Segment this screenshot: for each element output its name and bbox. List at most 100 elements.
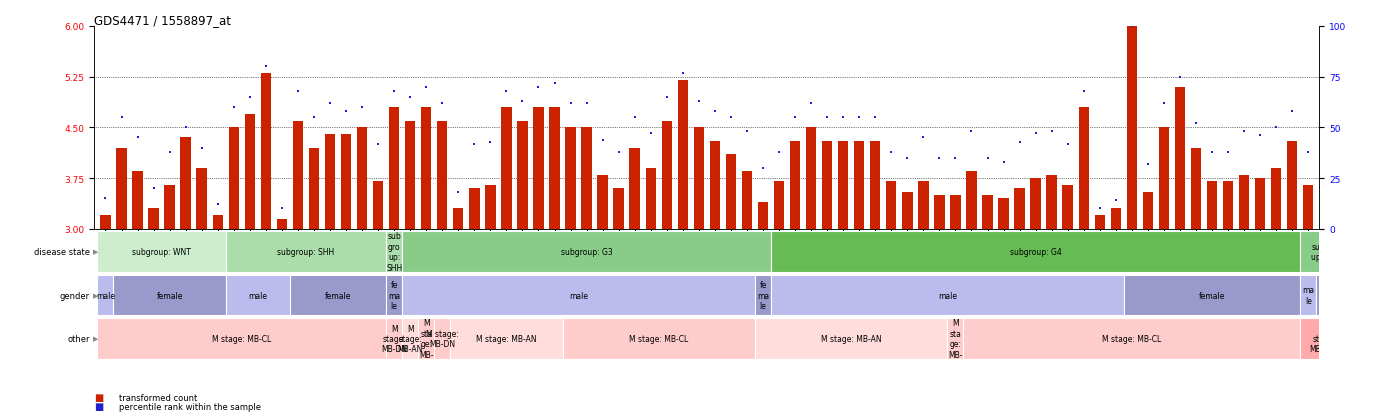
Bar [1239,175,1249,229]
Bar [693,128,704,229]
Text: M stage: MB-CL: M stage: MB-CL [629,334,689,343]
Text: percentile rank within the sample: percentile rank within the sample [119,402,261,411]
FancyBboxPatch shape [755,275,771,316]
Bar [870,142,880,229]
Bar [1159,128,1170,229]
Bar [1288,142,1297,229]
Bar [373,182,384,229]
FancyBboxPatch shape [1300,318,1349,359]
Text: M
sta
ge:
MB-: M sta ge: MB- [419,318,434,359]
Bar [405,121,416,229]
Bar [934,195,945,229]
FancyBboxPatch shape [450,318,563,359]
Text: male: male [96,291,115,300]
FancyBboxPatch shape [402,232,771,272]
Bar [1207,182,1217,229]
Bar [822,142,833,229]
Bar [100,216,111,229]
FancyBboxPatch shape [1300,232,1349,272]
Bar [839,142,848,229]
FancyBboxPatch shape [97,232,226,272]
Bar [742,172,753,229]
Bar [1175,88,1185,229]
Bar [1030,179,1041,229]
Text: subgro
up: NA: subgro up: NA [1311,242,1337,261]
Bar [629,148,640,229]
Text: subgroup: G4: subgroup: G4 [1010,247,1062,256]
Bar [983,195,992,229]
Bar [277,219,287,229]
Text: ■: ■ [94,392,104,402]
Bar [437,121,448,229]
Text: ma
le: ma le [1303,286,1314,305]
Bar [389,108,399,229]
Bar [1271,169,1282,229]
Bar [309,148,319,229]
FancyBboxPatch shape [97,318,387,359]
FancyBboxPatch shape [387,318,402,359]
Bar [565,128,575,229]
Bar [854,142,865,229]
Bar [1303,185,1314,229]
Bar [1110,209,1121,229]
Bar [324,135,335,229]
Bar [966,172,977,229]
Text: ▶: ▶ [93,336,98,342]
Bar [597,175,608,229]
Bar [517,121,528,229]
Bar [790,142,800,229]
Bar [661,121,672,229]
FancyBboxPatch shape [771,275,1124,316]
Bar [1078,108,1089,229]
Text: disease state: disease state [35,247,90,256]
FancyBboxPatch shape [1300,275,1317,316]
Bar [773,182,784,229]
Text: GDS4471 / 1558897_at: GDS4471 / 1558897_at [94,14,231,27]
Bar [132,172,143,229]
Text: female: female [324,291,351,300]
Bar [116,148,126,229]
Text: subgroup: SHH: subgroup: SHH [277,247,334,256]
Text: male: male [248,291,267,300]
Bar [1142,192,1153,229]
Text: ■: ■ [94,401,104,411]
FancyBboxPatch shape [755,318,948,359]
Bar [292,121,304,229]
Bar [581,128,592,229]
FancyBboxPatch shape [419,318,434,359]
Text: M
sta
ge:
MB-: M sta ge: MB- [948,318,963,359]
Text: transformed count: transformed count [119,393,197,402]
Text: male: male [938,291,956,300]
Bar [1127,27,1137,229]
Bar [341,135,351,229]
Bar [356,128,367,229]
Bar [886,182,897,229]
FancyBboxPatch shape [402,318,419,359]
FancyBboxPatch shape [1124,275,1300,316]
Bar [998,199,1009,229]
Bar [1222,182,1234,229]
Bar [549,108,560,229]
Bar [614,189,624,229]
FancyBboxPatch shape [563,318,755,359]
Text: M stage: MB-AN: M stage: MB-AN [475,334,536,343]
Text: ma
le: ma le [1335,286,1346,305]
Bar [1015,189,1024,229]
Bar [165,185,175,229]
FancyBboxPatch shape [771,232,1300,272]
Text: sub
gro
up:
SHH: sub gro up: SHH [387,232,402,272]
FancyBboxPatch shape [290,275,387,316]
Text: subgroup: WNT: subgroup: WNT [132,247,191,256]
Bar [212,216,223,229]
Bar [951,195,960,229]
Text: ▶: ▶ [93,249,98,255]
Bar [710,142,721,229]
Bar [485,185,496,229]
Text: M stage: MB-CL: M stage: MB-CL [212,334,272,343]
Bar [1191,148,1202,229]
Bar [261,74,272,229]
Text: other: other [68,334,90,343]
FancyBboxPatch shape [387,232,402,272]
Bar [148,209,159,229]
Bar [244,114,255,229]
